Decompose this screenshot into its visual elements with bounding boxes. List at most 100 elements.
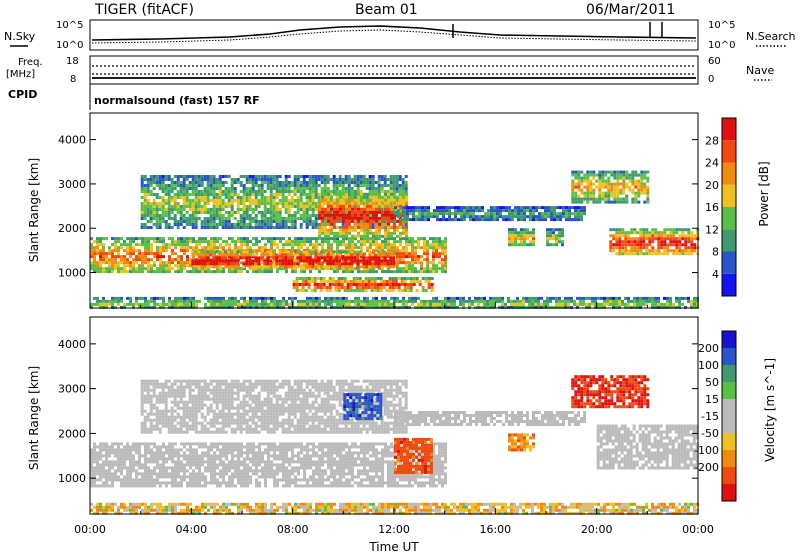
power-cell-0	[279, 237, 282, 241]
power-cell-0	[102, 246, 105, 250]
power-cell-10	[420, 305, 423, 309]
power-cell-10	[147, 305, 150, 309]
power-cell-6	[523, 243, 526, 247]
power-cell-0	[123, 243, 126, 247]
power-cell-0	[327, 255, 330, 259]
power-cell-3	[248, 226, 252, 229]
power-cell-2	[310, 280, 314, 283]
power-cell-3	[146, 199, 150, 202]
power-cell-9	[660, 243, 664, 247]
power-cell-1	[338, 253, 342, 257]
power-cell-3	[218, 220, 222, 223]
power-cell-3	[317, 175, 321, 178]
power-cell-10	[645, 299, 648, 303]
power-cell-10	[477, 296, 480, 300]
velocity-cell-0	[99, 454, 102, 458]
power-cell-5	[517, 215, 520, 219]
power-cell-0	[117, 264, 120, 268]
power-cell-3	[221, 202, 225, 205]
power-cell-8	[619, 170, 623, 174]
velocity-cell-0	[90, 475, 93, 479]
power-cell-10	[345, 296, 348, 300]
power-cell-3	[332, 181, 336, 184]
power-cell-0	[162, 267, 165, 271]
power-cell-5	[538, 206, 541, 210]
power-cell-0	[441, 252, 444, 256]
power-cell-10	[330, 299, 333, 303]
power-cell-8	[631, 176, 635, 180]
power-cell-3	[272, 184, 276, 187]
power-cell-3	[377, 181, 381, 184]
power-cell-3	[185, 187, 189, 190]
power-cell-3	[203, 220, 207, 223]
power-cell-0	[153, 264, 156, 268]
power-cell-0	[114, 240, 117, 244]
power-cell-4	[393, 228, 396, 232]
power-cell-3	[227, 223, 231, 226]
power-cell-3	[374, 181, 378, 184]
power-cell-9	[639, 234, 643, 238]
power-cell-2	[313, 277, 317, 280]
power-cell-3	[260, 187, 264, 190]
power-cell-3	[239, 202, 243, 205]
power-cell-2	[421, 286, 425, 289]
power-cell-0	[153, 252, 156, 256]
power-cell-5	[472, 209, 475, 213]
power-cell-5	[433, 215, 436, 219]
power-cell-10	[324, 299, 327, 303]
power-cell-1	[224, 265, 228, 269]
power-cell-0	[159, 270, 162, 274]
power-cell-5	[406, 212, 409, 216]
power-cell-8	[601, 170, 605, 174]
power-cell-0	[420, 237, 423, 241]
power-cell-0	[279, 267, 282, 271]
power-cell-10	[660, 302, 663, 306]
power-cell-10	[246, 305, 249, 309]
power-cell-1	[224, 262, 228, 266]
power-cell-3	[374, 205, 378, 208]
power-cell-0	[387, 246, 390, 250]
power-cell-3	[368, 181, 372, 184]
power-cell-10	[552, 305, 555, 309]
power-cell-3	[155, 211, 159, 214]
power-cell-3	[152, 175, 156, 178]
freq-panel: Freq. [MHz] 18 8 60 0 Nave	[6, 55, 774, 85]
power-cell-4	[402, 195, 405, 199]
power-cell-10	[363, 299, 366, 303]
power-cell-4	[402, 201, 405, 205]
power-cell-0	[231, 270, 234, 274]
power-cell-0	[360, 240, 363, 244]
power-cell-2	[397, 289, 401, 292]
power-cell-0	[282, 243, 285, 247]
power-cell-10	[369, 305, 372, 309]
power-cell-5	[532, 212, 535, 216]
power-cell-4	[372, 213, 375, 217]
power-cell-8	[640, 170, 644, 174]
power-cell-5	[448, 206, 451, 210]
power-cell-4	[366, 219, 369, 223]
power-cell-9	[666, 237, 670, 241]
power-cell-9	[642, 240, 646, 244]
power-cell-10	[276, 299, 279, 303]
power-cell-0	[318, 267, 321, 271]
power-cell-10	[618, 299, 621, 303]
power-cell-1	[359, 250, 363, 254]
power-cell-10	[522, 296, 525, 300]
power-cell-2	[409, 283, 413, 286]
power-cell-5	[397, 212, 400, 216]
power-cell-9	[687, 231, 691, 235]
power-cell-9	[657, 237, 661, 241]
power-cell-0	[117, 246, 120, 250]
power-cell-10	[297, 302, 300, 306]
power-cell-4	[402, 231, 405, 235]
power-cell-8	[631, 191, 635, 195]
power-cell-0	[279, 240, 282, 244]
power-cell-2	[370, 286, 374, 289]
power-cell-0	[186, 255, 189, 259]
power-cell-8	[616, 173, 620, 177]
power-cell-4	[339, 195, 342, 199]
power-cell-9	[648, 240, 652, 244]
power-cell-2	[313, 280, 317, 283]
power-cell-10	[375, 302, 378, 306]
power-cell-8	[631, 173, 635, 177]
